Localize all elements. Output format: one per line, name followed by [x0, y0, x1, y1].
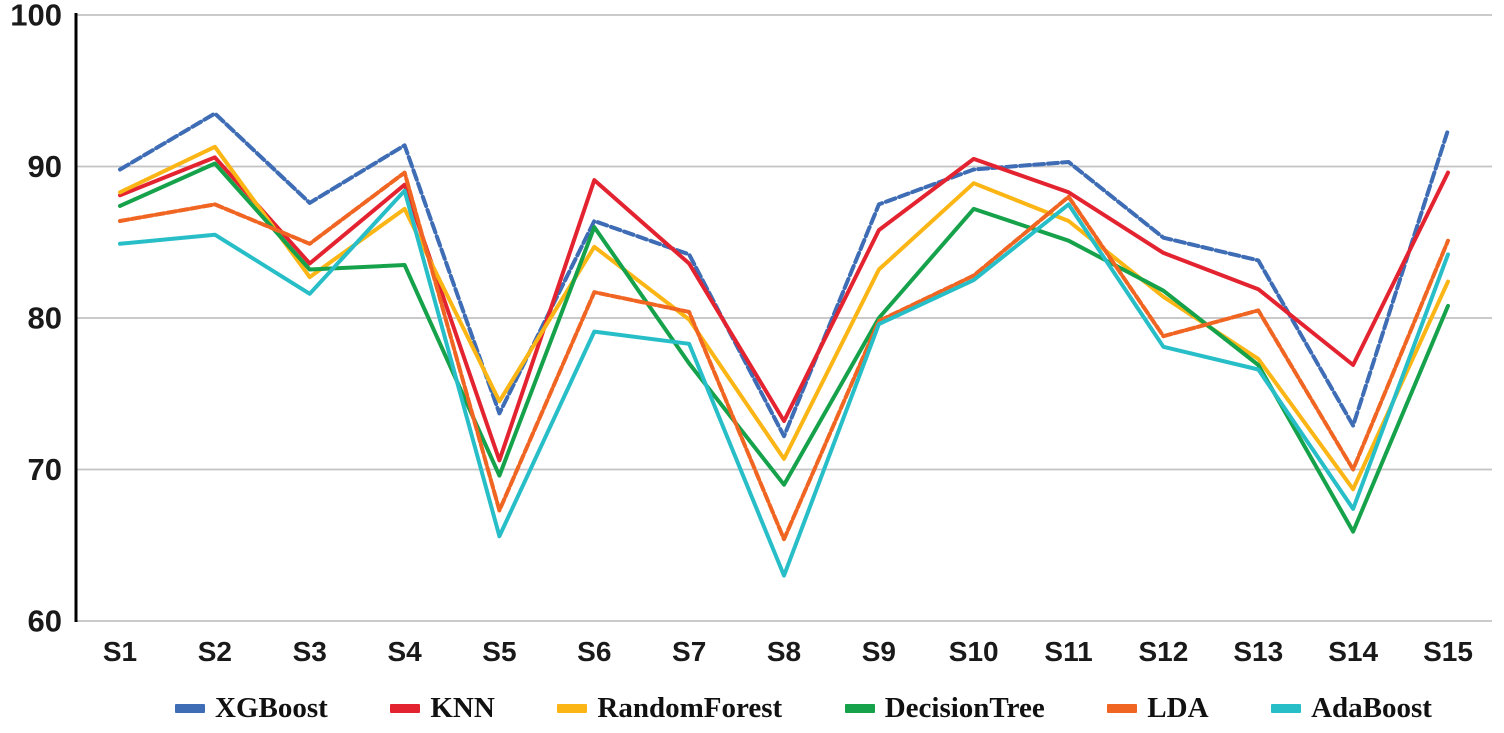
- y-tick-label-100: 100: [10, 0, 62, 33]
- legend-swatch-adaboost: [1271, 703, 1302, 713]
- legend-item-xgboost: XGBoost: [175, 691, 328, 724]
- legend-label-knn: KNN: [430, 691, 495, 724]
- legend-swatch-knn: [390, 703, 421, 713]
- legend-item-knn: KNN: [390, 691, 495, 724]
- legend-swatch-xgboost: [175, 703, 205, 713]
- series-line-decisiontree: [118, 161, 1450, 534]
- series-line-xgboost: [118, 111, 1450, 439]
- x-tick-label-s6: S6: [577, 636, 611, 667]
- legend-item-adaboost: AdaBoost: [1271, 691, 1432, 724]
- legend-label-lda: LDA: [1147, 691, 1209, 724]
- y-tick-label-90: 90: [28, 149, 62, 184]
- y-tick-label-60: 60: [28, 604, 62, 639]
- x-tick-label-s11: S11: [1044, 636, 1092, 667]
- x-tick-label-s13: S13: [1233, 636, 1283, 667]
- x-tick-label-s7: S7: [672, 636, 706, 667]
- series-line-knn: [118, 155, 1450, 463]
- legend-label-randomforest: RandomForest: [597, 691, 783, 724]
- x-tick-label-s3: S3: [293, 636, 327, 667]
- x-tick-label-s12: S12: [1139, 636, 1189, 667]
- x-tick-label-s5: S5: [482, 636, 516, 667]
- y-tick-label-70: 70: [28, 452, 62, 487]
- legend-swatch-decisiontree: [844, 703, 875, 713]
- legend-item-decisiontree: DecisionTree: [844, 691, 1045, 724]
- legend-swatch-lda: [1107, 703, 1138, 713]
- x-tick-label-s14: S14: [1328, 636, 1378, 667]
- x-tick-label-s15: S15: [1423, 636, 1473, 667]
- x-tick-label-s4: S4: [387, 636, 422, 667]
- legend-label-xgboost: XGBoost: [215, 691, 328, 724]
- chart-legend: XGBoost KNN RandomForest DecisionTree LDA Ada…: [175, 688, 1432, 728]
- x-tick-label-s2: S2: [198, 636, 232, 667]
- x-tick-label-s10: S10: [949, 636, 999, 667]
- legend-label-adaboost: AdaBoost: [1311, 691, 1432, 724]
- series-line-lda: [118, 170, 1450, 542]
- legend-swatch-randomforest: [557, 703, 588, 713]
- series-line-adaboost: [118, 188, 1450, 578]
- x-tick-label-s1: S1: [103, 636, 137, 667]
- x-tick-label-s8: S8: [767, 636, 801, 667]
- legend-item-randomforest: RandomForest: [557, 691, 783, 724]
- x-tick-label-s9: S9: [862, 636, 896, 667]
- legend-label-decisiontree: DecisionTree: [884, 691, 1045, 724]
- legend-item-lda: LDA: [1107, 691, 1209, 724]
- y-tick-label-80: 80: [28, 301, 62, 336]
